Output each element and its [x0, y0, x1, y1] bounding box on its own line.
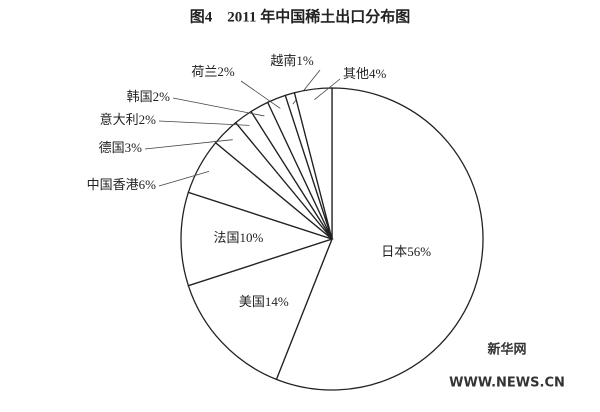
watermark-name: 新华网: [487, 342, 526, 358]
pie-slice: [293, 87, 333, 240]
slice-category: 法国: [213, 230, 239, 245]
slice-value-label: 2%: [153, 89, 171, 104]
slice-category: 德国: [99, 140, 125, 155]
leader-line: [314, 78, 341, 100]
slice-value-label: 6%: [139, 177, 157, 192]
slice-category: 日本: [381, 244, 407, 259]
slice-label: 中国香港6%: [87, 177, 157, 192]
leader-line: [158, 120, 250, 126]
slice-value-label: 3%: [125, 140, 143, 155]
slice-category: 越南: [270, 53, 296, 68]
slice-label: 意大利2%: [100, 112, 157, 127]
slice-label: 韩国2%: [127, 89, 171, 104]
slice-label: 美国14%: [239, 294, 289, 309]
slice-value-label: 56%: [407, 244, 431, 259]
slice-value-label: 10%: [239, 230, 263, 245]
slice-value-label: 2%: [217, 64, 235, 79]
chart-title: 图4 2011 年中国稀土出口分布图: [190, 7, 410, 25]
leader-line: [240, 80, 281, 109]
slice-value-label: 2%: [139, 112, 157, 127]
slice-label: 其他4%: [343, 66, 387, 81]
leader-line: [158, 170, 210, 187]
slice-value-label: 14%: [265, 294, 289, 309]
slice-label: 荷兰2%: [191, 64, 235, 79]
slice-label: 越南1%: [270, 53, 314, 68]
slice-category: 荷兰: [191, 64, 217, 79]
slice-label: 德国3%: [99, 140, 143, 155]
watermark-url: WWW.NEWS.CN: [449, 376, 565, 391]
slice-category: 中国香港: [87, 177, 139, 192]
slice-category: 意大利: [100, 112, 139, 127]
slice-category: 韩国: [127, 89, 153, 104]
leader-line: [144, 139, 233, 150]
pie-slice: [180, 191, 335, 287]
leader-line: [172, 97, 265, 117]
slice-label: 法国10%: [213, 230, 263, 245]
slice-label: 日本56%: [381, 244, 431, 259]
slice-value-label: 4%: [369, 66, 387, 81]
slice-value-label: 1%: [296, 53, 314, 68]
slice-category: 其他: [343, 66, 369, 81]
slice-category: 美国: [239, 294, 265, 309]
pie-slice: [275, 87, 484, 391]
